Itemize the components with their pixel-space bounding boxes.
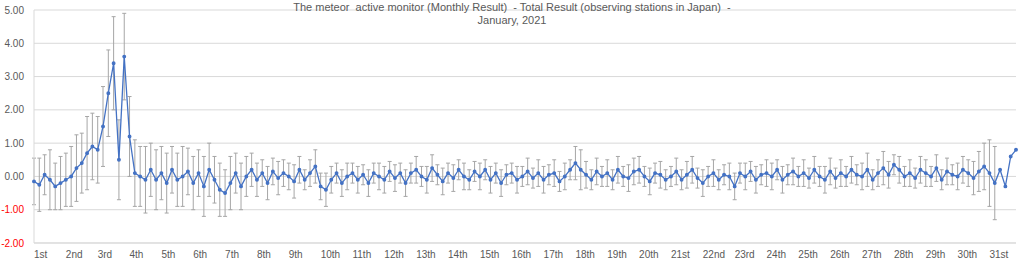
svg-text:28th: 28th xyxy=(894,249,913,260)
svg-text:0.00: 0.00 xyxy=(8,171,24,182)
svg-text:16th: 16th xyxy=(512,249,531,260)
svg-text:22nd: 22nd xyxy=(703,249,725,260)
svg-text:-1.00: -1.00 xyxy=(8,204,24,215)
svg-text:5th: 5th xyxy=(161,249,175,260)
svg-text:11th: 11th xyxy=(352,249,371,260)
svg-text:6th: 6th xyxy=(193,249,207,260)
svg-text:4th: 4th xyxy=(130,249,144,260)
svg-text:30th: 30th xyxy=(958,249,977,260)
svg-text:27th: 27th xyxy=(862,249,881,260)
html-text:January, 2021: January, 2021 xyxy=(477,14,547,26)
svg-text:21st: 21st xyxy=(671,249,690,260)
svg-text:-2.00: -2.00 xyxy=(8,238,24,249)
svg-text:17th: 17th xyxy=(544,249,563,260)
svg-text:15th: 15th xyxy=(480,249,499,260)
svg-text:25th: 25th xyxy=(798,249,817,260)
svg-text:29th: 29th xyxy=(926,249,945,260)
svg-text:2nd: 2nd xyxy=(66,249,83,260)
svg-text:26th: 26th xyxy=(830,249,849,260)
svg-text:31st: 31st xyxy=(989,249,1008,260)
svg-text:19th: 19th xyxy=(607,249,626,260)
svg-text:2.00: 2.00 xyxy=(8,104,24,115)
svg-text:1st: 1st xyxy=(34,249,48,260)
svg-text:14th: 14th xyxy=(448,249,467,260)
svg-text:20th: 20th xyxy=(639,249,658,260)
svg-text:23rd: 23rd xyxy=(735,249,755,260)
svg-text:3.00: 3.00 xyxy=(8,71,24,82)
svg-text:8th: 8th xyxy=(257,249,271,260)
svg-text:4.00: 4.00 xyxy=(8,38,24,49)
svg-text:12th: 12th xyxy=(384,249,403,260)
svg-text:18th: 18th xyxy=(575,249,594,260)
svg-text:9th: 9th xyxy=(289,249,303,260)
svg-text:1.00: 1.00 xyxy=(8,138,24,149)
svg-text:7th: 7th xyxy=(225,249,239,260)
svg-text:5.00: 5.00 xyxy=(8,5,24,16)
svg-text:24th: 24th xyxy=(767,249,786,260)
svg-text:13th: 13th xyxy=(416,249,435,260)
html-text:The meteor active monitor (Mon: The meteor active monitor (Monthly Resul… xyxy=(293,1,731,13)
svg-text:3rd: 3rd xyxy=(98,249,112,260)
svg-text:10th: 10th xyxy=(321,249,340,260)
